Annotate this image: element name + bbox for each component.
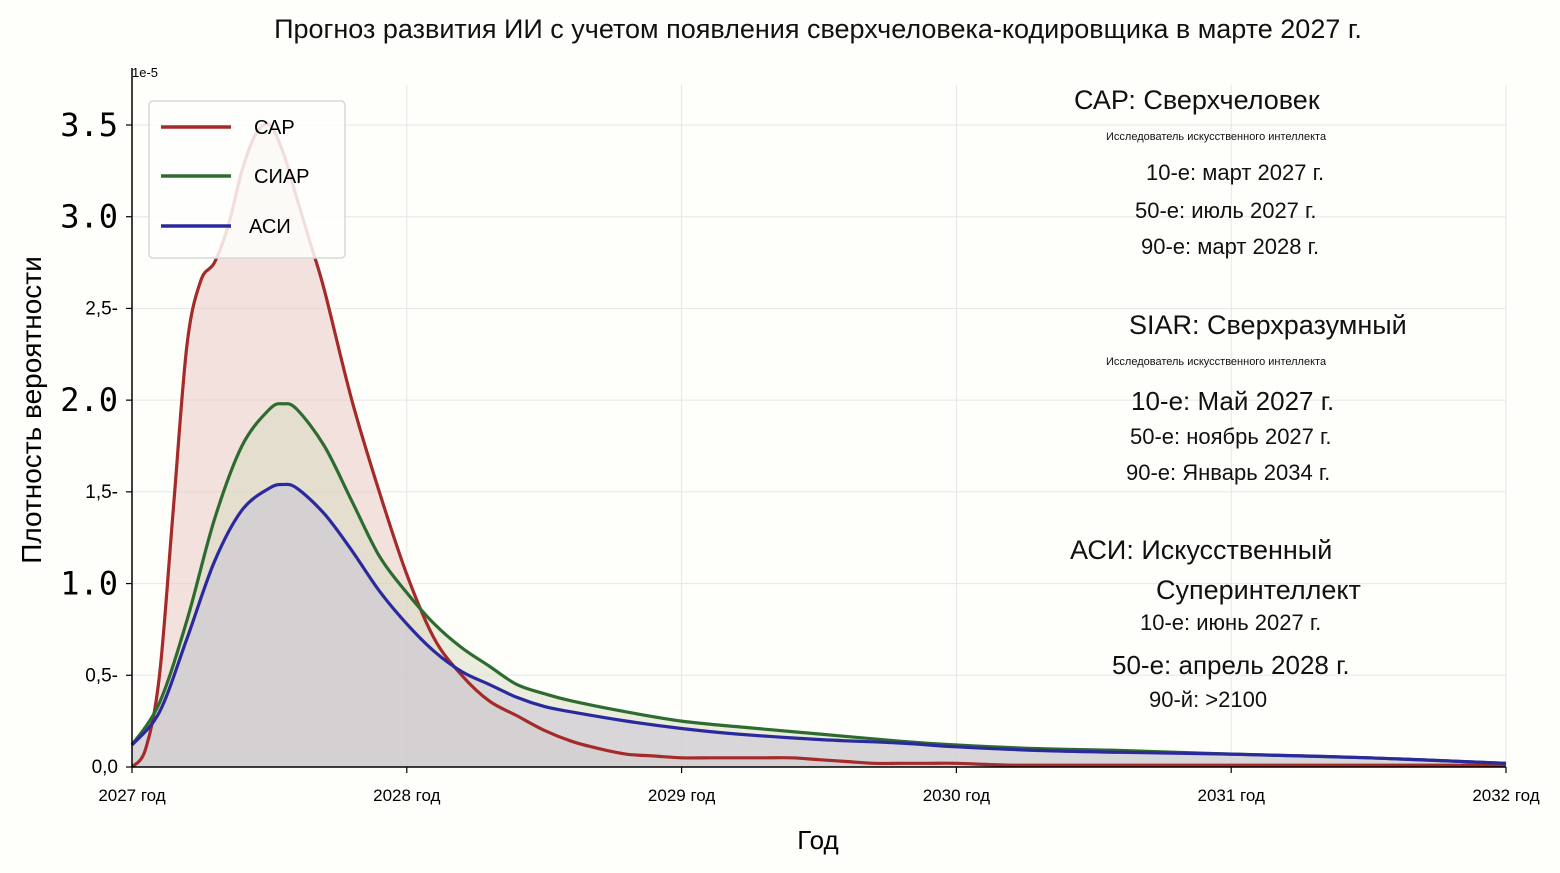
annotation-cap-heading: САР: Сверхчеловек: [1074, 85, 1320, 115]
legend: САР СИАР АСИ: [148, 100, 346, 259]
annotation-cap-subheading: Исследователь искусственного интеллекта: [1106, 131, 1327, 143]
series-line-siar: [130, 402, 1507, 765]
annotation-cap-p90: 90-е: март 2028 г.: [1141, 234, 1320, 259]
annotation-cap-p10: 10-е: март 2027 г.: [1146, 160, 1325, 185]
annotation-asi-p10: 10-е: июнь 2027 г.: [1140, 610, 1322, 635]
series-area-asi: [132, 484, 1506, 767]
annotation-siar-p50: 50-е: ноябрь 2027 г.: [1130, 424, 1332, 449]
y-tick-label: 0,0: [92, 757, 118, 778]
x-ticks: 2027 год 2028 год 2029 год 2030 год 2031 год…: [98, 767, 1540, 805]
annotation-cap-p50: 50-е: июль 2027 г.: [1135, 198, 1317, 223]
annotation-siar-subheading: Исследователь искусственного интеллекта: [1106, 356, 1327, 368]
annotation-asi-heading-2: Суперинтеллект: [1156, 575, 1361, 605]
x-tick-label: 2031 год: [1198, 786, 1265, 805]
y-tick-label: 1,5-: [85, 482, 118, 503]
x-tick-label: 2028 год: [373, 786, 440, 805]
y-tick-label: 2.0: [60, 381, 118, 419]
legend-label-cap: САР: [254, 117, 295, 139]
y-multiplier: 1e-5: [132, 65, 158, 80]
legend-box: [148, 100, 346, 259]
chart-title: Прогноз развития ИИ с учетом появления с…: [274, 14, 1362, 44]
series-line-asi: [130, 482, 1507, 765]
legend-label-asi: АСИ: [249, 216, 291, 238]
x-tick-label: 2032 год: [1472, 786, 1539, 805]
y-tick-label: 0,5-: [85, 665, 118, 686]
y-tick-label: 3.0: [60, 198, 118, 236]
annotation-siar-p90: 90-е: Январь 2034 г.: [1126, 460, 1331, 485]
x-tick-label: 2030 год: [923, 786, 990, 805]
annotation-siar-p10: 10-е: Май 2027 г.: [1131, 386, 1335, 416]
x-tick-label: 2027 год: [98, 786, 165, 805]
annotation-asi-p90: 90-й: >2100: [1149, 687, 1268, 712]
x-tick-label: 2029 год: [648, 786, 715, 805]
annotation-siar-heading: SIAR: Сверхразумный: [1129, 310, 1407, 340]
series-area-siar: [132, 403, 1506, 767]
y-axis-label: Плотность вероятности: [16, 256, 47, 564]
x-axis-label: Год: [797, 825, 838, 855]
y-tick-label: 2,5-: [85, 298, 118, 319]
legend-label-siar: СИАР: [254, 166, 310, 188]
y-tick-label: 3.5: [60, 106, 118, 144]
annotation-asi-p50: 50-е: апрель 2028 г.: [1112, 650, 1350, 680]
axes: [131, 68, 1506, 768]
y-ticks: 0,0 0,5- 1.0 1,5- 2.0 2,5- 3.0 3.5: [60, 106, 132, 778]
y-tick-label: 1.0: [60, 565, 118, 603]
annotation-asi-heading: АСИ: Искусственный: [1070, 535, 1333, 565]
